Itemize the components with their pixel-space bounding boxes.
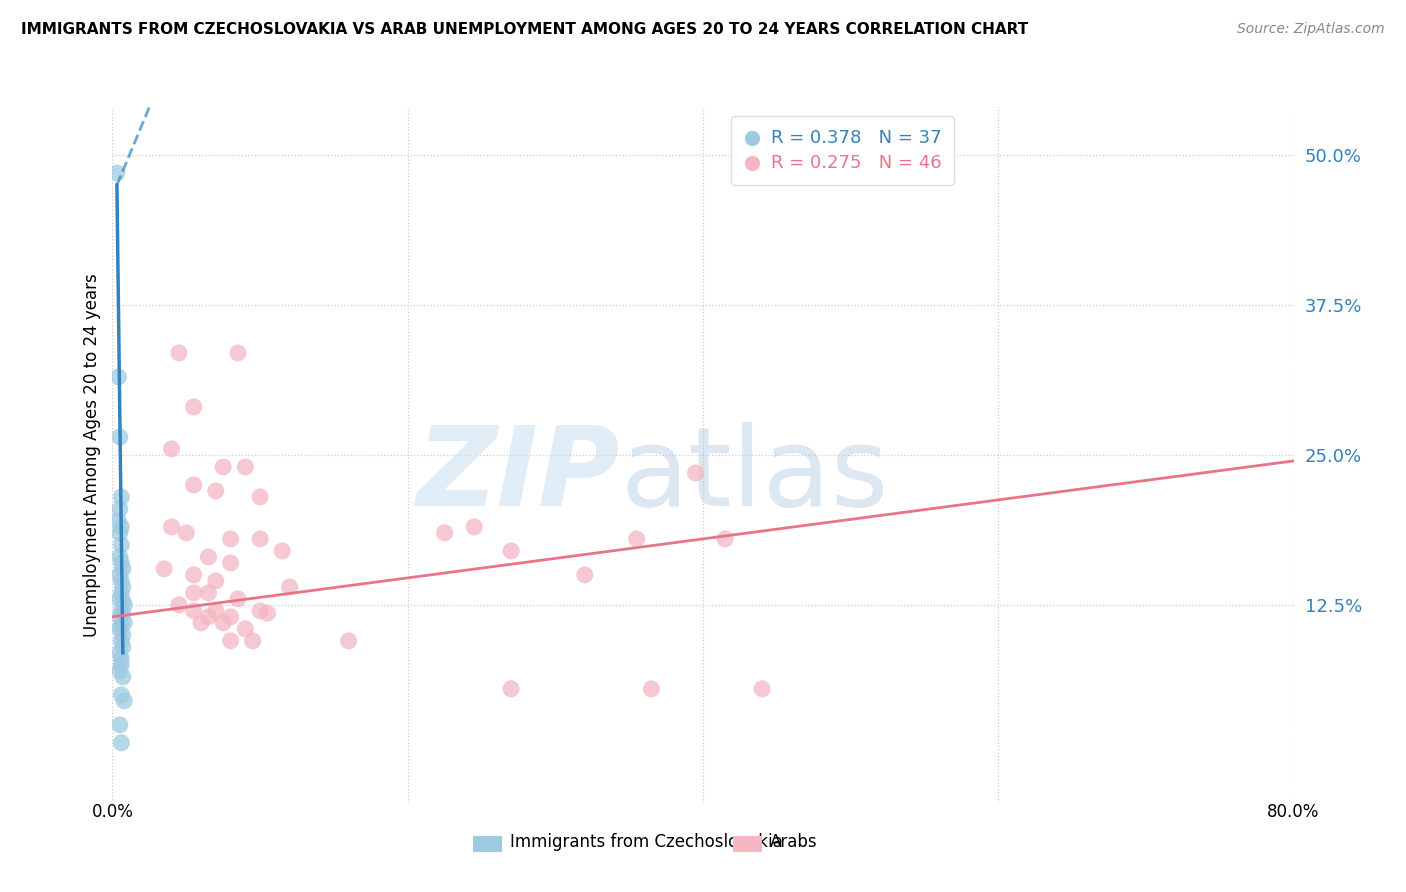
Text: ZIP: ZIP [416,422,620,529]
Point [197,549,219,564]
Point [183,400,205,414]
Point [108,646,131,660]
Point [205,604,228,618]
Point [714,532,737,546]
Point [110,652,132,666]
Point [110,574,132,588]
Point [256,607,278,621]
Text: atlas: atlas [620,422,889,529]
Point [110,736,132,750]
Point [110,657,132,672]
Point [183,586,205,600]
Point [111,580,134,594]
Point [110,604,132,618]
Point [110,586,132,600]
Point [249,532,271,546]
Point [110,618,132,632]
Point [108,664,131,678]
Text: Source: ZipAtlas.com: Source: ZipAtlas.com [1237,22,1385,37]
Point [112,598,135,612]
FancyBboxPatch shape [472,836,502,852]
Y-axis label: Unemployment Among Ages 20 to 24 years: Unemployment Among Ages 20 to 24 years [83,273,101,637]
Point [108,430,131,444]
Point [108,525,131,540]
Point [112,615,135,630]
Point [174,525,197,540]
Point [108,718,131,732]
Point [111,607,134,621]
Point [242,633,264,648]
Point [108,610,131,624]
Point [112,694,135,708]
Point [226,591,249,606]
Text: Immigrants from Czechoslovakia: Immigrants from Czechoslovakia [510,833,783,852]
Point [233,622,256,636]
Point [167,346,190,360]
Point [183,604,205,618]
Point [626,532,648,546]
Point [197,610,219,624]
Point [111,594,134,608]
Point [183,567,205,582]
Point [463,520,485,534]
Point [111,670,134,684]
Point [111,628,134,642]
Point [271,544,294,558]
Point [167,598,190,612]
Point [205,483,228,498]
Text: 80.0%: 80.0% [1267,803,1320,821]
Text: 0.0%: 0.0% [91,803,134,821]
Point [226,346,249,360]
Point [219,610,242,624]
Point [107,370,129,384]
Point [212,615,235,630]
Point [197,586,219,600]
Point [107,514,129,528]
Point [212,459,235,474]
Point [751,681,773,696]
Point [501,681,523,696]
Point [111,562,134,576]
Point [108,622,131,636]
Point [249,490,271,504]
Point [640,681,662,696]
Point [183,478,205,492]
Point [108,567,131,582]
Point [433,525,456,540]
FancyBboxPatch shape [733,836,762,852]
Point [108,549,131,564]
Text: Arabs: Arabs [770,833,818,852]
Point [110,633,132,648]
Point [205,574,228,588]
Point [249,604,271,618]
Point [110,520,132,534]
Point [501,544,523,558]
Point [110,538,132,552]
Point [111,640,134,654]
Point [219,532,242,546]
Point [574,567,596,582]
Point [190,615,212,630]
Point [105,166,128,180]
Point [219,556,242,570]
Point [108,591,131,606]
Point [108,502,131,516]
Point [153,562,176,576]
Point [160,442,183,456]
Point [110,688,132,702]
Point [110,556,132,570]
Text: IMMIGRANTS FROM CZECHOSLOVAKIA VS ARAB UNEMPLOYMENT AMONG AGES 20 TO 24 YEARS CO: IMMIGRANTS FROM CZECHOSLOVAKIA VS ARAB U… [21,22,1028,37]
Point [160,520,183,534]
Point [233,459,256,474]
Point [278,580,301,594]
Point [337,633,360,648]
Point [219,633,242,648]
Legend: R = 0.378   N = 37, R = 0.275   N = 46: R = 0.378 N = 37, R = 0.275 N = 46 [731,116,953,185]
Point [110,490,132,504]
Point [685,466,707,480]
